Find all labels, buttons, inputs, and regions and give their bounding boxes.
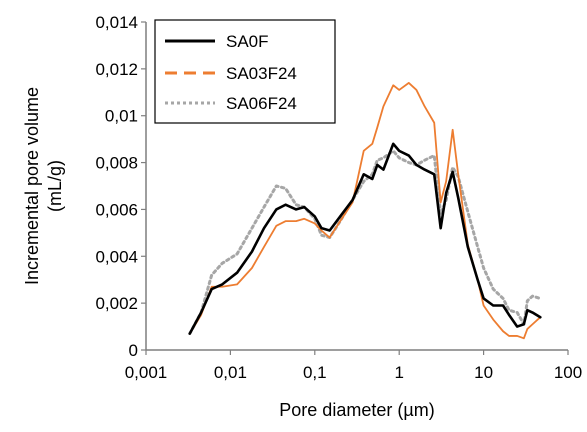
x-axis-title: Pore diameter (µm) [279,400,434,420]
y-tick-label: 0,01 [105,107,138,126]
legend-label-sa0f: SA0F [226,32,269,51]
tick-layer: 0,001 0,01 0,1 1 10 100 0 0,002 0,004 0,006 0,008 0… [95,13,582,382]
x-tick-label: 1 [394,363,403,382]
x-tick-label: 0,01 [214,363,247,382]
y-axis-title-line1: Incremental pore volume [22,87,42,285]
legend-label-sa03f24: SA03F24 [226,64,297,83]
y-axis-title: Incremental pore volume (mL/g) [22,87,65,285]
series-line-sa06f24 [188,149,542,336]
y-tick-label: 0,004 [95,247,138,266]
series-layer [188,82,542,340]
x-tick-label: 0,1 [303,363,327,382]
y-tick-label: 0,008 [95,154,138,173]
y-tick-label: 0,012 [95,60,138,79]
x-tick-label: 10 [474,363,493,382]
plot-area: 0,001 0,01 0,1 1 10 100 0 0,002 0,004 0,006 0,008 0… [95,13,582,382]
legend-label-sa06f24: SA06F24 [226,94,297,113]
y-tick-label: 0,014 [95,13,138,32]
legend: SA0F SA03F24 SA06F24 [154,19,336,124]
y-tick-label: 0,006 [95,200,138,219]
y-tick-label: 0 [129,341,138,360]
x-tick-label: 0,001 [125,363,168,382]
y-tick-label: 0,002 [95,294,138,313]
y-axis-title-line2: (mL/g) [45,160,65,212]
x-tick-label: 100 [554,363,582,382]
series-line-sa03f24 [188,82,542,340]
series-line-sa0f [188,142,542,335]
